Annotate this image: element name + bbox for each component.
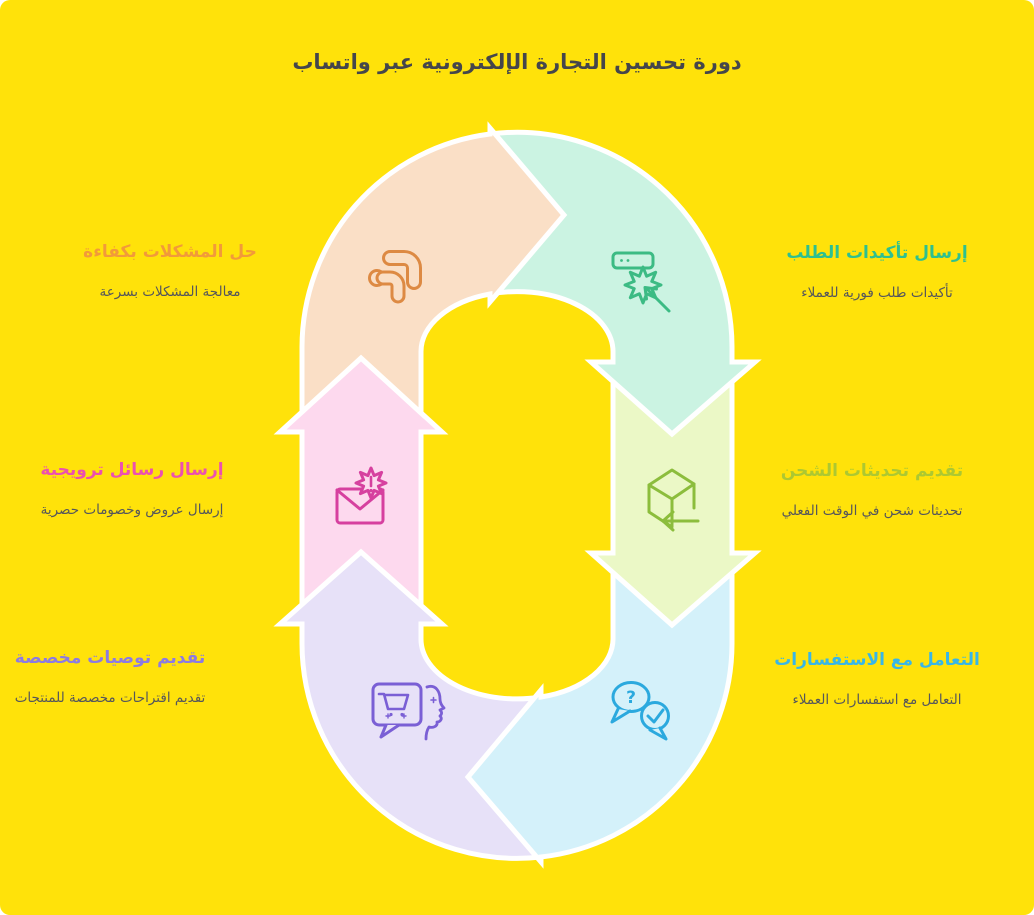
step-description: تحديثات شحن في الوقت الفعلي <box>781 503 963 520</box>
step-description: التعامل مع استفسارات العملاء <box>792 692 962 709</box>
segment-handle-inquiries <box>464 550 735 869</box>
step-label: تقديم توصيات مخصصة <box>14 648 206 668</box>
step-label: إرسال تأكيدات الطلب <box>786 243 968 263</box>
promo-envelope-icon <box>335 466 388 525</box>
step-description: تقديم اقتراحات مخصصة للمنتجات <box>14 690 206 707</box>
step-description: تأكيدات طلب فورية للعملاء <box>801 285 953 302</box>
step-label: حل المشكلات بكفاءة <box>83 242 257 262</box>
step-label: إرسال رسائل ترويجية <box>40 460 224 480</box>
step-block-shipping-updates: تقديم تحديثات الشحن تحديثات شحن في الوقت… <box>732 461 1012 519</box>
svg-text:?: ? <box>626 688 636 708</box>
step-label: التعامل مع الاستفسارات <box>774 650 980 670</box>
step-block-promotional-messages: إرسال رسائل ترويجية إرسال عروض وخصومات ح… <box>0 460 272 518</box>
step-block-handle-inquiries: التعامل مع الاستفسارات التعامل مع استفسا… <box>737 650 1017 708</box>
segment-problem-solving <box>299 121 568 419</box>
click-confirmation-icon <box>611 251 671 313</box>
cycle-ring <box>273 121 762 869</box>
step-description: إرسال عروض وخصومات حصرية <box>40 502 224 519</box>
step-block-order-confirmations: إرسال تأكيدات الطلب تأكيدات طلب فورية لل… <box>737 243 1017 301</box>
step-block-problem-solving: حل المشكلات بكفاءة معالجة المشكلات بسرعة <box>30 242 310 300</box>
cart-recommendation-icon <box>371 682 446 741</box>
problem-routing-icon <box>368 250 422 304</box>
page-title: دورة تحسين التجارة الإلكترونية عبر واتسا… <box>292 50 742 74</box>
step-block-personal-recommendations: تقديم توصيات مخصصة تقديم اقتراحات مخصصة … <box>0 648 250 706</box>
shipping-box-icon <box>647 468 700 532</box>
question-answer-bubbles-icon: ? <box>610 681 670 741</box>
step-description: معالجة المشكلات بسرعة <box>99 284 241 301</box>
step-label: تقديم تحديثات الشحن <box>780 461 964 481</box>
segment-shipping-updates <box>584 359 762 629</box>
